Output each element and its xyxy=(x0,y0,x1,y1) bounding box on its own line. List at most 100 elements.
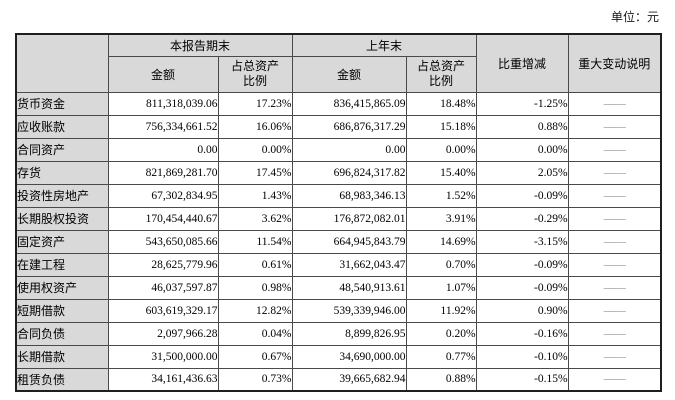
row-label: 固定资产 xyxy=(15,229,109,254)
financial-assets-table: 本报告期末 上年末 比重增减 重大变动说明 金额 占总资产 比例 金额 占总资产… xyxy=(15,33,663,392)
pct-current-cell: 12.82% xyxy=(217,298,293,323)
amount-prior-cell: 31,662,043.47 xyxy=(291,252,407,277)
pct-current-cell: 16.06% xyxy=(217,114,293,139)
pct-prior-cell: 1.52% xyxy=(405,183,477,208)
pct-prior-cell: 0.00% xyxy=(405,137,477,162)
pct-current-cell: 0.73% xyxy=(217,367,293,392)
pct-prior-cell: 0.88% xyxy=(405,367,477,392)
row-label: 长期股权投资 xyxy=(15,206,109,231)
table-body: 货币资金 811,318,039.06 17.23% 836,415,865.09 18… xyxy=(15,91,662,392)
note-cell: —— xyxy=(567,137,662,162)
note-cell: —— xyxy=(567,367,662,392)
amount-prior-cell: 836,415,865.09 xyxy=(291,91,407,116)
pct-prior-cell: 0.77% xyxy=(405,344,477,369)
header-prior-period-group: 上年末 xyxy=(291,33,477,57)
header-change: 比重增减 xyxy=(475,33,569,93)
pct-current-cell: 1.43% xyxy=(217,183,293,208)
change-cell: -0.16% xyxy=(475,321,569,346)
row-label: 长期借款 xyxy=(15,344,109,369)
table-row: 投资性房地产 67,302,834.95 1.43% 68,983,346.13 1.5… xyxy=(15,183,662,208)
amount-prior-cell: 39,665,682.94 xyxy=(291,367,407,392)
amount-current-cell: 46,037,597.87 xyxy=(107,275,219,300)
pct-current-cell: 11.54% xyxy=(217,229,293,254)
change-cell: -0.29% xyxy=(475,206,569,231)
row-label: 租赁负债 xyxy=(15,367,109,392)
table-row: 应收账款 756,334,661.52 16.06% 686,876,317.29 15… xyxy=(15,114,662,139)
header-amount-prior: 金额 xyxy=(291,55,407,93)
amount-current-cell: 821,869,281.70 xyxy=(107,160,219,185)
unit-label: 单位：元 xyxy=(610,10,659,24)
table-row: 合同资产 0.00 0.00% 0.00 0.00% 0.00% —— xyxy=(15,137,662,162)
pct-prior-cell: 14.69% xyxy=(405,229,477,254)
header-row-groups: 本报告期末 上年末 比重增减 重大变动说明 xyxy=(15,33,662,93)
change-cell: 0.00% xyxy=(475,137,569,162)
pct-prior-cell: 15.40% xyxy=(405,160,477,185)
amount-current-cell: 28,625,779.96 xyxy=(107,252,219,277)
change-cell: -0.15% xyxy=(475,367,569,392)
amount-current-cell: 2,097,966.28 xyxy=(107,321,219,346)
amount-prior-cell: 34,690,000.00 xyxy=(291,344,407,369)
change-cell: -1.25% xyxy=(475,91,569,116)
note-cell: —— xyxy=(567,298,662,323)
note-cell: —— xyxy=(567,344,662,369)
change-cell: -0.09% xyxy=(475,183,569,208)
note-cell: —— xyxy=(567,321,662,346)
amount-prior-cell: 664,945,843.79 xyxy=(291,229,407,254)
table-row: 货币资金 811,318,039.06 17.23% 836,415,865.09 18… xyxy=(15,91,662,116)
header-note: 重大变动说明 xyxy=(567,33,662,93)
note-cell: —— xyxy=(567,229,662,254)
table-header: 本报告期末 上年末 比重增减 重大变动说明 金额 占总资产 比例 金额 占总资产… xyxy=(15,33,662,93)
amount-prior-cell: 8,899,826.95 xyxy=(291,321,407,346)
row-label: 使用权资产 xyxy=(15,275,109,300)
pct-current-cell: 3.62% xyxy=(217,206,293,231)
pct-current-cell: 0.04% xyxy=(217,321,293,346)
pct-current-cell: 17.45% xyxy=(217,160,293,185)
amount-prior-cell: 176,872,082.01 xyxy=(291,206,407,231)
table-row: 长期股权投资 170,454,440.67 3.62% 176,872,082.01 3… xyxy=(15,206,662,231)
header-pct-prior: 占总资产 比例 xyxy=(405,55,477,93)
change-cell: -0.09% xyxy=(475,252,569,277)
row-label: 应收账款 xyxy=(15,114,109,139)
pct-prior-cell: 0.20% xyxy=(405,321,477,346)
row-label: 合同资产 xyxy=(15,137,109,162)
header-row-subcolumns: 金额 占总资产 比例 金额 占总资产 比例 xyxy=(16,55,661,93)
table-row: 租赁负债 34,161,436.63 0.73% 39,665,682.94 0.88%… xyxy=(15,367,662,392)
pct-current-cell: 0.61% xyxy=(217,252,293,277)
pct-current-cell: 0.00% xyxy=(217,137,293,162)
header-current-period-group: 本报告期末 xyxy=(107,33,293,57)
change-cell: -0.09% xyxy=(475,275,569,300)
table-row: 长期借款 31,500,000.00 0.67% 34,690,000.00 0.77%… xyxy=(15,344,662,369)
note-cell: —— xyxy=(567,183,662,208)
table-row: 在建工程 28,625,779.96 0.61% 31,662,043.47 0.70%… xyxy=(15,252,662,277)
amount-current-cell: 67,302,834.95 xyxy=(107,183,219,208)
note-cell: —— xyxy=(567,252,662,277)
pct-current-cell: 0.98% xyxy=(217,275,293,300)
amount-current-cell: 34,161,436.63 xyxy=(107,367,219,392)
change-cell: 0.90% xyxy=(475,298,569,323)
table-row: 合同负债 2,097,966.28 0.04% 8,899,826.95 0.20% -0… xyxy=(15,321,662,346)
change-cell: 0.88% xyxy=(475,114,569,139)
note-cell: —— xyxy=(567,206,662,231)
pct-prior-cell: 15.18% xyxy=(405,114,477,139)
table-row: 短期借款 603,619,329.17 12.82% 539,339,946.00 11… xyxy=(15,298,662,323)
amount-prior-cell: 539,339,946.00 xyxy=(291,298,407,323)
change-cell: -3.15% xyxy=(475,229,569,254)
note-cell: —— xyxy=(567,91,662,116)
amount-prior-cell: 686,876,317.29 xyxy=(291,114,407,139)
pct-prior-cell: 0.70% xyxy=(405,252,477,277)
note-cell: —— xyxy=(567,160,662,185)
amount-current-cell: 811,318,039.06 xyxy=(107,91,219,116)
amount-current-cell: 543,650,085.66 xyxy=(107,229,219,254)
pct-current-cell: 17.23% xyxy=(217,91,293,116)
table-row: 存货 821,869,281.70 17.45% 696,824,317.82 15.4… xyxy=(15,160,662,185)
pct-prior-cell: 3.91% xyxy=(405,206,477,231)
amount-current-cell: 31,500,000.00 xyxy=(107,344,219,369)
change-cell: -0.10% xyxy=(475,344,569,369)
note-cell: —— xyxy=(567,114,662,139)
amount-current-cell: 756,334,661.52 xyxy=(107,114,219,139)
pct-prior-cell: 18.48% xyxy=(405,91,477,116)
pct-current-cell: 0.67% xyxy=(217,344,293,369)
note-cell: —— xyxy=(567,275,662,300)
amount-prior-cell: 696,824,317.82 xyxy=(291,160,407,185)
